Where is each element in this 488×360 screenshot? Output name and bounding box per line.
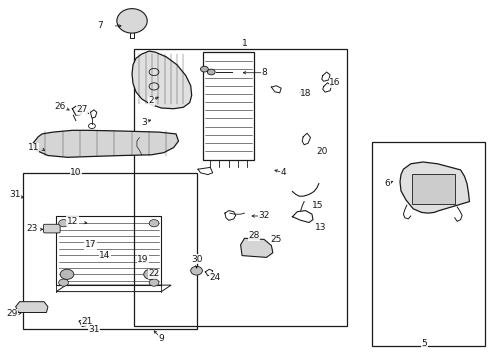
- Circle shape: [149, 220, 159, 227]
- Text: 11: 11: [27, 143, 39, 152]
- Text: 24: 24: [209, 273, 221, 282]
- Text: 29: 29: [6, 309, 18, 318]
- Text: 10: 10: [70, 168, 81, 177]
- FancyBboxPatch shape: [43, 224, 60, 233]
- Text: 13: 13: [314, 223, 325, 233]
- Text: 7: 7: [97, 21, 103, 30]
- Text: 1: 1: [241, 39, 247, 48]
- Text: 3: 3: [141, 118, 147, 127]
- Text: 18: 18: [299, 89, 311, 98]
- Ellipse shape: [117, 9, 147, 33]
- Bar: [411, 174, 454, 204]
- Polygon shape: [16, 302, 48, 312]
- Circle shape: [207, 69, 215, 75]
- Circle shape: [59, 220, 68, 227]
- Polygon shape: [33, 130, 178, 157]
- Text: 17: 17: [84, 240, 96, 249]
- Text: 22: 22: [148, 269, 160, 278]
- Polygon shape: [240, 238, 272, 257]
- Text: 16: 16: [328, 78, 340, 87]
- Text: 12: 12: [66, 217, 78, 226]
- Circle shape: [60, 269, 74, 279]
- Polygon shape: [132, 51, 191, 109]
- Text: 31: 31: [9, 190, 20, 199]
- Text: 5: 5: [421, 339, 427, 348]
- Circle shape: [190, 266, 202, 275]
- Text: 20: 20: [315, 147, 327, 156]
- Bar: [371, 142, 484, 346]
- Circle shape: [149, 279, 159, 286]
- Text: 28: 28: [248, 231, 260, 240]
- Circle shape: [200, 66, 208, 72]
- Text: 25: 25: [270, 235, 282, 244]
- Polygon shape: [399, 162, 468, 213]
- Text: 26: 26: [54, 102, 66, 111]
- Text: 6: 6: [384, 179, 389, 188]
- Bar: [23, 173, 197, 329]
- Text: 32: 32: [258, 211, 269, 220]
- Circle shape: [59, 279, 68, 286]
- Text: 14: 14: [99, 251, 111, 260]
- Text: 30: 30: [190, 255, 202, 264]
- Text: 19: 19: [137, 256, 148, 264]
- Text: 2: 2: [148, 96, 154, 105]
- Text: 21: 21: [81, 317, 93, 326]
- Circle shape: [143, 269, 157, 279]
- Text: 8: 8: [261, 68, 266, 77]
- Bar: [134, 49, 346, 326]
- Text: 27: 27: [76, 105, 88, 114]
- Text: 31: 31: [88, 325, 100, 334]
- Text: 9: 9: [158, 334, 164, 343]
- Text: 4: 4: [280, 168, 286, 177]
- Text: 23: 23: [26, 224, 38, 233]
- Text: 15: 15: [311, 201, 323, 210]
